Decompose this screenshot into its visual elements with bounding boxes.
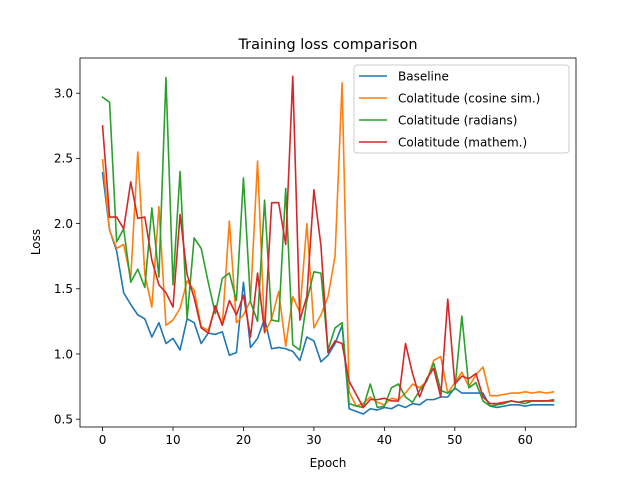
series-line-4 — [101, 75, 555, 409]
legend-label-3: Colatitude (radians) — [398, 114, 517, 128]
y-tick-label: 0.5 — [54, 412, 73, 426]
x-tick-label: 30 — [306, 433, 321, 447]
y-tick-label: 3.0 — [54, 87, 73, 101]
legend-label-2: Colatitude (cosine sim.) — [398, 92, 540, 106]
x-tick-label: 10 — [165, 433, 180, 447]
series-layer — [101, 75, 555, 415]
x-axis-label: Epoch — [310, 456, 347, 470]
legend-box — [353, 64, 570, 154]
plot-frame — [79, 57, 577, 428]
x-tick-label: 20 — [236, 433, 251, 447]
y-tick-label: 1.5 — [54, 282, 73, 296]
legend-label-1: Baseline — [398, 70, 449, 84]
series-line-1 — [101, 171, 555, 415]
series-line-2 — [101, 81, 555, 407]
legend: Baseline Colatitude (cosine sim.) Colatitu… — [353, 64, 570, 154]
chart-title: Training loss comparison — [237, 37, 417, 53]
y-axis: 0.5 1.0 1.5 2.0 2.5 3.0 — [54, 87, 80, 426]
legend-label-4: Colatitude (mathem.) — [398, 136, 527, 150]
x-tick-label: 40 — [377, 433, 392, 447]
y-tick-label: 2.5 — [54, 152, 73, 166]
x-tick-label: 50 — [447, 433, 462, 447]
x-axis: 0 10 20 30 40 50 60 — [99, 427, 533, 447]
y-tick-label: 1.0 — [54, 347, 73, 361]
y-axis-label: Loss — [29, 229, 43, 255]
x-tick-label: 60 — [518, 433, 533, 447]
y-tick-label: 2.0 — [54, 217, 73, 231]
x-tick-label: 0 — [99, 433, 107, 447]
